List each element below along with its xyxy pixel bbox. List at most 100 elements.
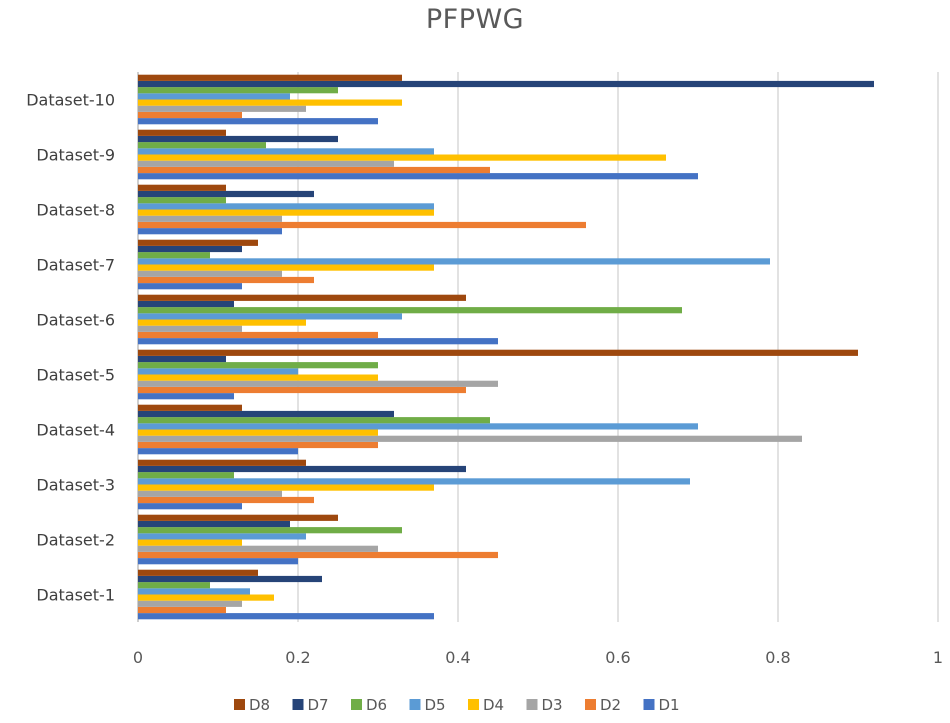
bar-d3-dataset-5 <box>138 380 498 387</box>
bar-d6-dataset-3 <box>138 472 234 479</box>
bar-d1-dataset-7 <box>138 283 242 290</box>
bar-d2-dataset-5 <box>138 386 466 394</box>
bar-d8-dataset-2 <box>138 514 338 521</box>
legend-label-d3: D3 <box>542 696 563 714</box>
x-tick-labels: 0 0.2 0.4 0.6 0.8 1 <box>133 648 943 667</box>
x-tick-label: 0.8 <box>765 648 790 667</box>
bar-d6-dataset-8 <box>138 197 226 204</box>
bar-d7-dataset-6 <box>138 300 234 308</box>
category-label: Dataset-1 <box>36 586 115 605</box>
bar-d5-dataset-7 <box>138 258 770 265</box>
bar-d6-dataset-6 <box>138 307 682 314</box>
bar-d3-dataset-6 <box>138 325 242 332</box>
category-label: Dataset-9 <box>36 146 115 165</box>
legend-swatch-d5 <box>409 699 421 710</box>
bar-d6-dataset-5 <box>138 362 378 369</box>
bar-d6-dataset-7 <box>138 252 210 259</box>
bar-d2-dataset-7 <box>138 276 314 284</box>
x-tick-label: 0.6 <box>605 648 630 667</box>
legend-swatch-d3 <box>526 699 538 710</box>
bar-d7-dataset-7 <box>138 245 242 253</box>
category-label: Dataset-10 <box>26 91 115 110</box>
bar-d8-dataset-10 <box>138 74 402 81</box>
bar-d4-dataset-10 <box>138 99 402 106</box>
legend-swatch-d4 <box>468 699 479 710</box>
bar-d5-dataset-10 <box>138 93 290 100</box>
legend: D8 D7 D6 D5 D4 D3 D2 D1 <box>234 696 680 714</box>
bar-d2-dataset-2 <box>138 551 498 559</box>
legend-label-d1: D1 <box>659 696 680 714</box>
bar-d2-dataset-8 <box>138 221 586 229</box>
bar-d5-dataset-8 <box>138 203 434 210</box>
bar-d8-dataset-4 <box>138 404 242 411</box>
bar-d8-dataset-8 <box>138 184 226 191</box>
legend-swatch-d6 <box>351 699 362 710</box>
bar-d2-dataset-3 <box>138 496 314 504</box>
bar-d2-dataset-1 <box>138 606 226 614</box>
x-tick-label: 0.2 <box>285 648 310 667</box>
category-label: Dataset-4 <box>36 421 115 440</box>
bar-d7-dataset-5 <box>138 355 226 363</box>
bar-d8-dataset-3 <box>138 459 306 466</box>
bar-d1-dataset-9 <box>138 173 698 180</box>
bar-d2-dataset-9 <box>138 166 490 174</box>
x-tick-label: 0.4 <box>445 648 470 667</box>
legend-swatch-d2 <box>585 699 596 710</box>
category-labels: Dataset-1 Dataset-2 Dataset-3 Dataset-4 Data… <box>26 91 115 605</box>
x-tick-label: 1 <box>933 648 943 667</box>
bar-d1-dataset-2 <box>138 558 298 565</box>
bar-d7-dataset-8 <box>138 190 314 198</box>
legend-label-d7: D7 <box>308 696 329 714</box>
bar-d2-dataset-6 <box>138 331 378 339</box>
legend-swatch-d7 <box>292 699 304 710</box>
bar-d3-dataset-4 <box>138 435 802 442</box>
bar-d1-dataset-5 <box>138 393 234 400</box>
category-label: Dataset-5 <box>36 366 115 385</box>
bar-d3-dataset-10 <box>138 105 306 112</box>
bar-d8-dataset-9 <box>138 129 226 136</box>
bar-d7-dataset-1 <box>138 575 322 583</box>
legend-label-d8: D8 <box>249 696 270 714</box>
category-label: Dataset-3 <box>36 476 115 495</box>
bar-d4-dataset-7 <box>138 264 434 271</box>
bar-d4-dataset-6 <box>138 319 306 326</box>
bar-d5-dataset-9 <box>138 148 434 155</box>
bar-d5-dataset-3 <box>138 478 690 485</box>
bar-d7-dataset-4 <box>138 410 394 418</box>
bar-d4-dataset-9 <box>138 154 666 161</box>
bar-d8-dataset-1 <box>138 569 258 576</box>
category-label: Dataset-6 <box>36 311 115 330</box>
category-label: Dataset-8 <box>36 201 115 220</box>
bar-d1-dataset-3 <box>138 503 242 510</box>
bar-d5-dataset-1 <box>138 588 250 595</box>
legend-label-d6: D6 <box>366 696 387 714</box>
bar-d3-dataset-3 <box>138 490 282 497</box>
bar-d4-dataset-8 <box>138 209 434 216</box>
bar-d7-dataset-9 <box>138 135 338 143</box>
bar-d8-dataset-7 <box>138 239 258 246</box>
bar-d6-dataset-10 <box>138 87 338 94</box>
legend-label-d2: D2 <box>600 696 621 714</box>
bar-d6-dataset-1 <box>138 582 210 589</box>
bar-d8-dataset-5 <box>138 349 858 356</box>
bar-d3-dataset-7 <box>138 270 282 277</box>
bars <box>138 74 874 620</box>
bar-d3-dataset-1 <box>138 600 242 607</box>
chart-title: PFPWG <box>425 4 525 35</box>
bar-d7-dataset-2 <box>138 520 290 528</box>
bar-d1-dataset-8 <box>138 228 282 235</box>
bar-d3-dataset-9 <box>138 160 394 167</box>
legend-swatch-d1 <box>643 699 655 710</box>
category-label: Dataset-7 <box>36 256 115 275</box>
bar-d7-dataset-10 <box>138 80 874 88</box>
bar-d4-dataset-3 <box>138 484 434 491</box>
bar-d5-dataset-6 <box>138 313 402 320</box>
bar-d1-dataset-1 <box>138 613 434 620</box>
bar-d5-dataset-5 <box>138 368 298 375</box>
bar-d5-dataset-2 <box>138 533 306 540</box>
bar-d2-dataset-10 <box>138 111 242 119</box>
x-tick-label: 0 <box>133 648 143 667</box>
bar-d1-dataset-6 <box>138 338 498 345</box>
bar-d2-dataset-4 <box>138 441 378 449</box>
